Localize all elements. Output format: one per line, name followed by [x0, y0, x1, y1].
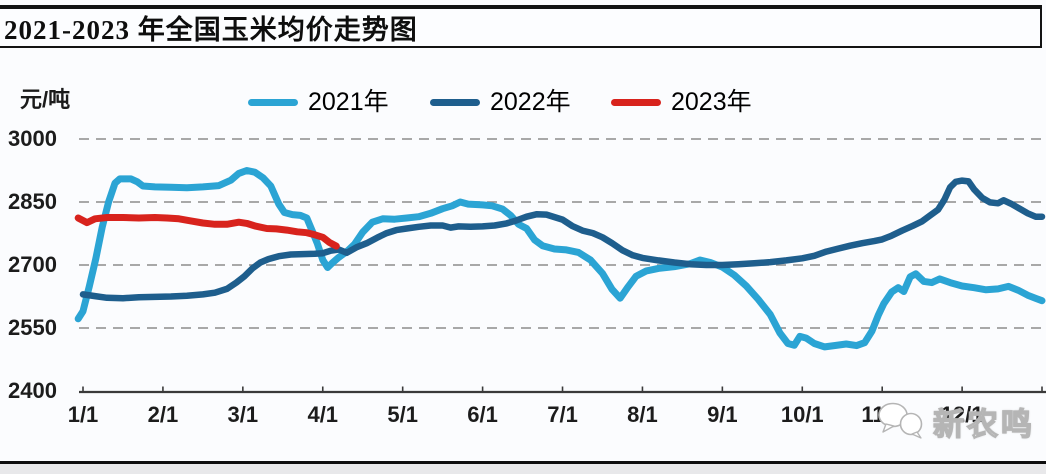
series-line-2022年: [79, 177, 1046, 302]
page-title: 2021-2023 年全国玉米均价走势图: [4, 15, 418, 45]
y-axis-tick-label-2400: 2400: [8, 378, 57, 403]
y-axis-tick-label-3000: 3000: [8, 126, 57, 151]
chart-legend: 2021年 2022年 2023年: [0, 88, 1046, 116]
legend-label-2021: 2021年: [308, 88, 389, 116]
y-axis-unit-label: 元/吨: [20, 87, 71, 112]
legend-swatch-2023-icon: [611, 98, 661, 106]
series-line-2023年: [74, 214, 340, 250]
x-axis-tick-label-3-1: 3/1: [227, 402, 259, 427]
watermark-text: 新农鸣: [932, 406, 1035, 442]
x-axis-tick-label-9-1: 9/1: [707, 402, 738, 427]
watermark: 新农鸣: [876, 398, 1035, 444]
y-axis-tick-label-2550: 2550: [8, 315, 57, 340]
legend-item-2021: 2021年: [248, 88, 389, 116]
legend-swatch-2022-icon: [430, 98, 480, 106]
x-axis-tick-label-1-1: 1/1: [67, 402, 99, 427]
bottom-strip: [0, 464, 1046, 474]
legend-item-2023: 2023年: [611, 88, 752, 116]
x-axis-tick-label-10-1: 10/1: [780, 402, 824, 427]
x-axis-tick-label-5-1: 5/1: [387, 402, 418, 427]
x-axis-tick-label-8-1: 8/1: [627, 402, 658, 427]
y-axis-tick-label-2850: 2850: [8, 189, 57, 214]
legend-label-2023: 2023年: [671, 88, 752, 116]
x-axis-tick-label-7-1: 7/1: [547, 402, 578, 427]
x-axis-tick-label-4-1: 4/1: [307, 402, 339, 427]
chat-bubbles-logo-icon: [878, 402, 923, 439]
bottom-divider: [0, 461, 1046, 464]
legend-swatch-2021-icon: [248, 98, 298, 106]
series-line-2021年: [74, 167, 1046, 351]
x-axis-tick-label-2-1: 2/1: [147, 402, 179, 427]
y-axis-tick-label-2700: 2700: [8, 252, 57, 277]
legend-label-2022: 2022年: [490, 88, 571, 116]
chart-title-bar: 2021-2023 年全国玉米均价走势图: [0, 5, 1042, 48]
legend-item-2022: 2022年: [430, 88, 571, 116]
x-axis-tick-label-6-1: 6/1: [467, 402, 498, 427]
x-axis-tick-label-12-1: 12/1: [940, 402, 984, 427]
